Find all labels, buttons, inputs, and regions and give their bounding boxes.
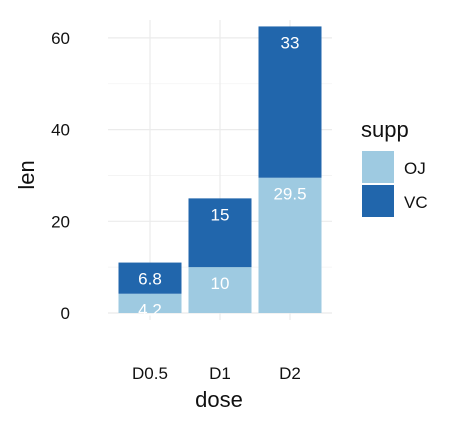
x-tick-label: D2 — [279, 364, 301, 383]
legend-key-vc — [362, 185, 394, 217]
bar-label-layer: 4.2 6.8 10 15 29.5 33 — [138, 33, 306, 319]
bar-label-oj: 4.2 — [138, 301, 162, 320]
bar-vc-d1 — [188, 198, 252, 268]
bar-oj-d2 — [258, 177, 322, 313]
bar-oj-d0-5 — [118, 293, 182, 313]
y-tick-label: 20 — [51, 212, 70, 231]
x-tick-label: D1 — [209, 364, 231, 383]
legend-key-oj — [362, 151, 394, 183]
bar-vc-d0-5 — [118, 262, 182, 294]
bar-oj-d1 — [188, 267, 252, 313]
y-tick-label: 0 — [61, 304, 70, 323]
bar-layer — [118, 26, 322, 313]
bar-label-vc: 6.8 — [138, 270, 162, 289]
y-tick-label: 40 — [51, 121, 70, 140]
y-axis-title: len — [14, 160, 39, 189]
bar-label-vc: 33 — [281, 33, 300, 52]
bar-label-vc: 15 — [211, 205, 230, 224]
bar-label-oj: 29.5 — [273, 185, 306, 204]
legend-title: supp — [361, 117, 409, 142]
legend: supp OJ VC — [361, 117, 428, 217]
x-tick-labels: D0.5 D1 D2 — [132, 364, 301, 383]
legend-label-vc: VC — [404, 193, 428, 212]
bar-vc-d2 — [258, 26, 322, 178]
y-tick-label: 60 — [51, 29, 70, 48]
x-axis-title: dose — [195, 387, 243, 412]
bar-label-oj: 10 — [211, 274, 230, 293]
x-tick-label: D0.5 — [132, 364, 168, 383]
legend-label-oj: OJ — [404, 159, 426, 178]
y-tick-labels: 0 20 40 60 — [51, 29, 70, 323]
